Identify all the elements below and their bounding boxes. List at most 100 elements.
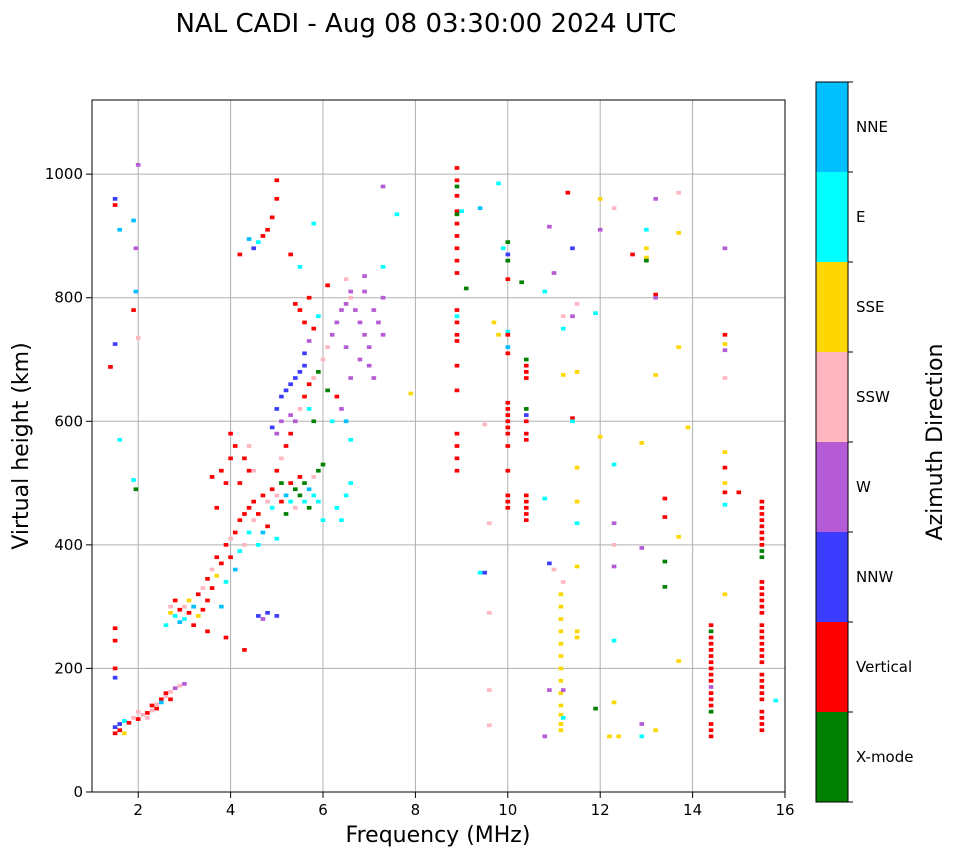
data-point-sse <box>676 659 682 663</box>
data-point-w <box>611 564 617 569</box>
data-point-w <box>639 546 645 550</box>
data-point-w <box>639 722 645 726</box>
data-point-vertical <box>708 697 714 702</box>
data-point-vertical <box>759 722 765 726</box>
data-point-w <box>653 197 658 201</box>
data-point-nnw <box>112 725 118 729</box>
data-point-vertical <box>454 178 460 183</box>
data-point-vertical <box>759 709 765 714</box>
data-point-vertical <box>759 499 765 504</box>
data-point-x-mode <box>662 585 668 589</box>
data-point-sse <box>558 712 564 717</box>
data-point-sse <box>558 678 564 683</box>
data-point-ssw <box>325 345 330 349</box>
data-point-vertical <box>505 425 511 430</box>
data-point-ssw <box>140 712 146 717</box>
data-point-sse <box>676 345 682 349</box>
data-point-w <box>292 419 298 424</box>
data-point-nne <box>477 206 483 210</box>
data-point-vertical <box>112 666 118 671</box>
data-point-e <box>237 549 243 553</box>
data-point-nne <box>306 487 312 492</box>
data-point-vertical <box>708 672 714 677</box>
data-point-vertical <box>154 706 159 711</box>
data-point-x-mode <box>297 493 303 498</box>
data-point-vertical <box>232 444 238 448</box>
data-point-vertical <box>565 190 571 195</box>
data-point-nnw <box>117 722 123 726</box>
data-point-nnw <box>292 376 298 380</box>
data-point-vertical <box>219 468 224 473</box>
x-tick-label: 8 <box>411 801 421 819</box>
data-point-nnw <box>523 413 529 417</box>
data-point-vertical <box>223 635 229 640</box>
data-point-sse <box>408 391 414 396</box>
colorbar-label: Azimuth Direction <box>923 343 948 540</box>
data-point-vertical <box>265 227 270 232</box>
data-point-ssw <box>251 468 257 473</box>
colorbar-swatch-ssw <box>816 352 848 442</box>
data-point-vertical <box>454 193 460 198</box>
data-point-vertical <box>177 607 183 612</box>
colorbar-swatch-w <box>816 442 848 532</box>
data-point-vertical <box>454 234 460 238</box>
data-point-w <box>306 339 312 343</box>
data-point-x-mode <box>316 468 321 473</box>
y-axis-ticks: 0 200 400 600 800 1000 <box>45 165 92 801</box>
data-point-sse <box>574 499 580 504</box>
data-point-nnw <box>112 675 118 680</box>
data-point-w <box>547 224 552 229</box>
data-point-vertical <box>523 512 529 516</box>
data-point-vertical <box>708 654 714 658</box>
data-point-ssw <box>177 683 183 688</box>
colorbar-tick-label: NNW <box>856 568 893 586</box>
data-point-vertical <box>297 475 303 479</box>
data-point-vertical <box>759 530 765 535</box>
data-point-ssw <box>311 475 317 479</box>
data-point-w <box>279 419 284 424</box>
data-point-vertical <box>135 717 141 721</box>
x-tick-label: 14 <box>683 801 702 819</box>
data-point-ssw <box>228 536 233 541</box>
data-point-e <box>269 505 275 510</box>
data-point-e <box>496 181 501 186</box>
data-point-x-mode <box>311 419 317 424</box>
data-point-ssw <box>611 543 617 547</box>
data-point-nne <box>283 493 289 498</box>
data-point-nne <box>117 227 123 232</box>
x-tick-label: 10 <box>498 801 517 819</box>
data-point-e <box>339 518 344 522</box>
data-point-x-mode <box>759 549 765 553</box>
data-point-sse <box>653 728 658 733</box>
data-point-sse <box>558 617 564 621</box>
data-point-x-mode <box>292 487 298 492</box>
data-point-vertical <box>246 468 252 473</box>
data-point-vertical <box>662 496 668 501</box>
data-point-ssw <box>487 688 492 692</box>
colorbar-tick-label: X-mode <box>856 748 913 766</box>
colorbar-swatch-sse <box>816 262 848 352</box>
x-tick-label: 6 <box>318 801 328 819</box>
data-point-e <box>454 314 460 319</box>
grid-lines <box>92 100 786 793</box>
data-point-ssw <box>274 493 280 498</box>
data-point-vertical <box>237 518 243 522</box>
data-point-e <box>477 570 483 575</box>
y-tick-label: 200 <box>54 659 83 677</box>
data-point-w <box>653 295 658 300</box>
data-point-w <box>339 407 344 411</box>
data-point-w <box>172 686 178 691</box>
data-point-vertical <box>708 691 714 695</box>
data-point-vertical <box>759 635 765 640</box>
colorbar-tick-label: E <box>856 208 865 226</box>
data-point-ssw <box>246 444 252 448</box>
data-point-e <box>639 734 645 739</box>
data-point-w <box>708 685 714 689</box>
data-point-e <box>334 505 340 510</box>
data-point-sse <box>491 320 497 325</box>
data-point-x-mode <box>316 370 321 374</box>
data-point-nnw <box>274 407 280 411</box>
data-point-sse <box>558 722 564 726</box>
x-tick-label: 12 <box>591 801 610 819</box>
